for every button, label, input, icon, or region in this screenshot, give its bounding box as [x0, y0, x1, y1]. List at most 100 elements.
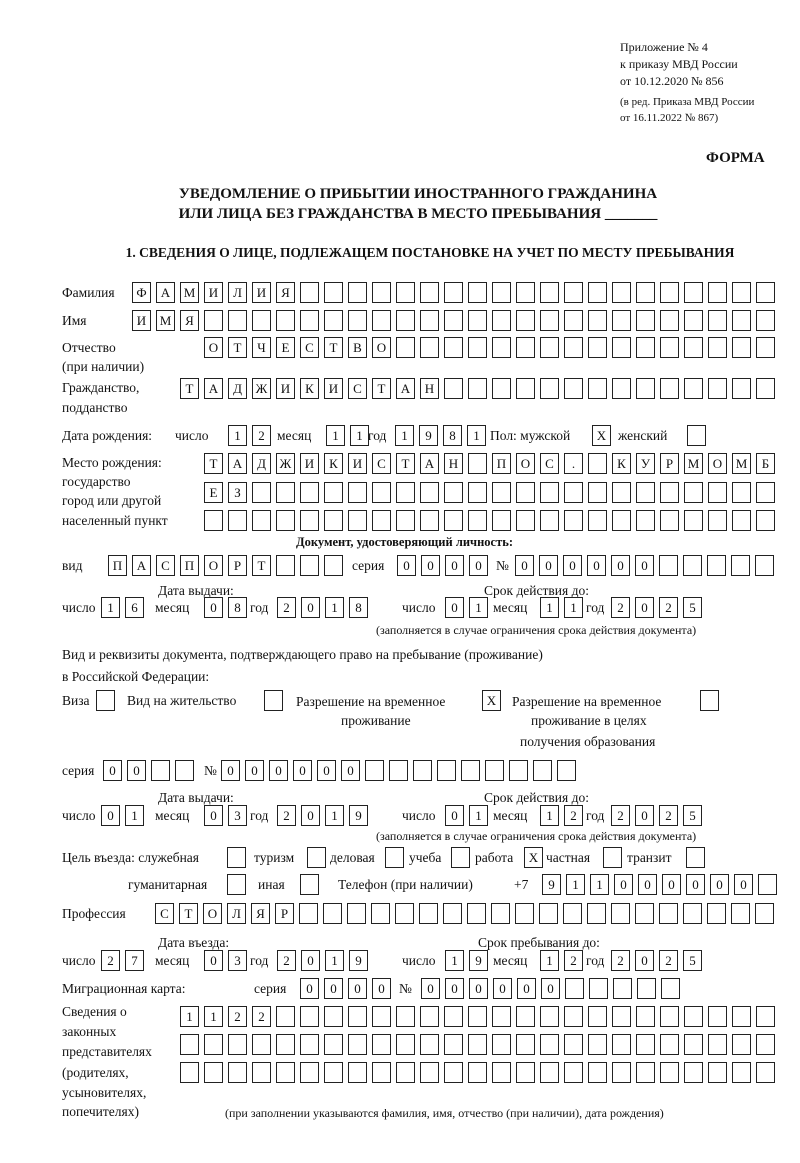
legal1-cell[interactable] — [300, 1006, 319, 1027]
legal2-cell[interactable] — [348, 1034, 367, 1055]
patronymic-cell[interactable] — [756, 337, 775, 358]
doc-series-cell[interactable]: 0 — [421, 555, 440, 576]
birthplace3-cell[interactable] — [660, 510, 679, 531]
legal3-cell[interactable] — [276, 1062, 295, 1083]
surname-cell[interactable]: М — [180, 282, 199, 303]
doc-issue-day-cell[interactable]: 1 — [101, 597, 120, 618]
legal3-cell[interactable] — [636, 1062, 655, 1083]
birthplace3-cell[interactable] — [756, 510, 775, 531]
citizenship-cell[interactable]: А — [396, 378, 415, 399]
birthplace3-cell[interactable] — [564, 510, 583, 531]
birthplace3-cell[interactable] — [708, 510, 727, 531]
entry-day-cell[interactable]: 7 — [125, 950, 144, 971]
p-other-cell[interactable] — [300, 874, 319, 895]
phone-cell[interactable]: 1 — [566, 874, 585, 895]
mig-series-cell[interactable]: 0 — [372, 978, 391, 999]
mig-number-cell[interactable] — [589, 978, 608, 999]
citizenship-cell[interactable]: Т — [180, 378, 199, 399]
right-issue-month-cell[interactable]: 3 — [228, 805, 247, 826]
citizenship-cell[interactable] — [444, 378, 463, 399]
right-number-cell[interactable]: 0 — [269, 760, 288, 781]
birthplace1-cell[interactable]: М — [732, 453, 751, 474]
legal2-cell[interactable] — [276, 1034, 295, 1055]
legal1-cell[interactable] — [324, 1006, 343, 1027]
surname-cell[interactable]: И — [252, 282, 271, 303]
surname-cell[interactable] — [636, 282, 655, 303]
profession-cell[interactable] — [419, 903, 438, 924]
birthplace1-cell[interactable]: У — [636, 453, 655, 474]
birthplace1-cell[interactable] — [588, 453, 607, 474]
surname-cell[interactable] — [588, 282, 607, 303]
legal3-cell[interactable] — [348, 1062, 367, 1083]
legal1-cell[interactable]: 2 — [252, 1006, 271, 1027]
doc-number-cell[interactable]: 0 — [515, 555, 534, 576]
entry-year-cell[interactable]: 1 — [325, 950, 344, 971]
surname-cell[interactable] — [540, 282, 559, 303]
doc-number-cell[interactable] — [755, 555, 774, 576]
right-issue-year-cell[interactable]: 1 — [325, 805, 344, 826]
patronymic-cell[interactable]: С — [300, 337, 319, 358]
birthplace3-cell[interactable] — [468, 510, 487, 531]
birthplace2-cell[interactable]: Е — [204, 482, 223, 503]
surname-cell[interactable] — [756, 282, 775, 303]
profession-cell[interactable]: Р — [275, 903, 294, 924]
right-issue-year-cell[interactable]: 9 — [349, 805, 368, 826]
profession-cell[interactable] — [611, 903, 630, 924]
legal1-cell[interactable] — [756, 1006, 775, 1027]
doc-kind-cell[interactable] — [300, 555, 319, 576]
right-series-cell[interactable] — [175, 760, 194, 781]
right-series-cell[interactable]: 0 — [127, 760, 146, 781]
citizenship-cell[interactable] — [660, 378, 679, 399]
entry-year-cell[interactable]: 9 — [349, 950, 368, 971]
surname-cell[interactable]: Я — [276, 282, 295, 303]
doc-kind-cell[interactable]: С — [156, 555, 175, 576]
legal1-cell[interactable] — [612, 1006, 631, 1027]
citizenship-cell[interactable]: И — [324, 378, 343, 399]
phone-cell[interactable]: 9 — [542, 874, 561, 895]
name-cell[interactable]: И — [132, 310, 151, 331]
citizenship-cell[interactable] — [708, 378, 727, 399]
right-number-cell[interactable] — [485, 760, 504, 781]
profession-cell[interactable] — [491, 903, 510, 924]
name-cell[interactable] — [684, 310, 703, 331]
surname-cell[interactable]: И — [204, 282, 223, 303]
doc-number-cell[interactable]: 0 — [611, 555, 630, 576]
doc-number-cell[interactable] — [683, 555, 702, 576]
birthplace2-cell[interactable] — [396, 482, 415, 503]
doc-number-cell[interactable]: 0 — [587, 555, 606, 576]
phone-cell[interactable]: 0 — [734, 874, 753, 895]
surname-cell[interactable]: Л — [228, 282, 247, 303]
legal3-cell[interactable] — [540, 1062, 559, 1083]
doc-series-cell[interactable]: 0 — [397, 555, 416, 576]
birthplace1-cell[interactable]: Н — [444, 453, 463, 474]
citizenship-cell[interactable] — [732, 378, 751, 399]
right-number-cell[interactable] — [557, 760, 576, 781]
legal2-cell[interactable] — [492, 1034, 511, 1055]
surname-cell[interactable]: Ф — [132, 282, 151, 303]
right-number-cell[interactable] — [461, 760, 480, 781]
right-issue-year-cell[interactable]: 2 — [277, 805, 296, 826]
birthplace1-cell[interactable]: Ж — [276, 453, 295, 474]
mig-number-cell[interactable] — [637, 978, 656, 999]
birthplace1-cell[interactable]: Д — [252, 453, 271, 474]
mig-number-cell[interactable]: 0 — [493, 978, 512, 999]
legal3-cell[interactable] — [372, 1062, 391, 1083]
legal1-cell[interactable] — [636, 1006, 655, 1027]
legal1-cell[interactable] — [732, 1006, 751, 1027]
right-series-cell[interactable]: 0 — [103, 760, 122, 781]
legal1-cell[interactable] — [588, 1006, 607, 1027]
patronymic-cell[interactable]: Т — [324, 337, 343, 358]
birthplace3-cell[interactable] — [228, 510, 247, 531]
right-number-cell[interactable] — [365, 760, 384, 781]
surname-cell[interactable] — [396, 282, 415, 303]
doc-issue-year-cell[interactable]: 8 — [349, 597, 368, 618]
patronymic-cell[interactable] — [516, 337, 535, 358]
legal3-cell[interactable] — [492, 1062, 511, 1083]
right-valid-month-cell[interactable]: 2 — [564, 805, 583, 826]
patronymic-cell[interactable] — [588, 337, 607, 358]
name-cell[interactable] — [732, 310, 751, 331]
right-series-cell[interactable] — [151, 760, 170, 781]
name-cell[interactable] — [300, 310, 319, 331]
stay-year-cell[interactable]: 2 — [659, 950, 678, 971]
birthplace2-cell[interactable] — [372, 482, 391, 503]
